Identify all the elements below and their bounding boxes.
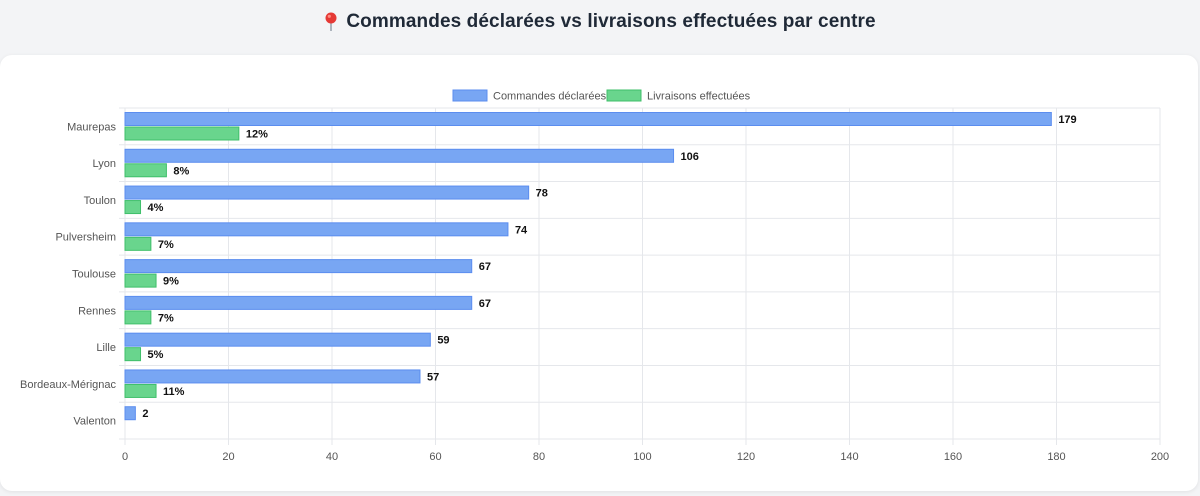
bar-commandes[interactable] xyxy=(124,259,473,274)
bar-livraisons[interactable] xyxy=(124,383,157,398)
data-label: 57 xyxy=(427,371,439,383)
legend-item-commandes[interactable]: Commandes déclarées xyxy=(452,89,607,103)
bar-commandes[interactable] xyxy=(124,222,509,237)
bar-livraisons[interactable] xyxy=(124,163,167,178)
y-category-label: Toulouse xyxy=(72,269,116,281)
grid xyxy=(119,107,1161,445)
data-label: 74 xyxy=(515,224,528,236)
legend-label: Commandes déclarées xyxy=(493,91,607,103)
bar-commandes[interactable] xyxy=(124,185,530,200)
data-label: 7% xyxy=(158,239,174,251)
bar-chart: Commandes déclarées Livraisons effectuées… xyxy=(20,89,1169,463)
y-category-label: Rennes xyxy=(78,305,116,317)
x-tick-label: 20 xyxy=(222,451,234,463)
data-label: 5% xyxy=(148,349,164,361)
legend-swatch xyxy=(606,89,642,102)
data-label: 4% xyxy=(148,202,164,214)
bar-livraisons[interactable] xyxy=(124,126,240,141)
x-axis-ticks: 0 20 40 60 80 100 120 140 160 180 200 xyxy=(122,451,1169,463)
data-label: 59 xyxy=(437,335,449,347)
y-category-label: Bordeaux-Mérignac xyxy=(20,379,116,391)
bar-commandes[interactable] xyxy=(124,112,1052,126)
data-label: 2 xyxy=(142,408,148,420)
y-category-label: Toulon xyxy=(84,195,116,207)
bar-livraisons[interactable] xyxy=(124,347,142,362)
x-tick-label: 60 xyxy=(429,451,441,463)
x-tick-label: 160 xyxy=(944,451,962,463)
data-label: 8% xyxy=(173,165,189,177)
chart-card: Commandes déclarées Livraisons effectuées… xyxy=(0,55,1198,491)
y-category-label: Lyon xyxy=(93,158,116,170)
x-tick-label: 120 xyxy=(737,451,755,463)
data-label: 67 xyxy=(479,261,491,273)
page-header: Commandes déclarées vs livraisons effect… xyxy=(0,0,1200,44)
bar-commandes[interactable] xyxy=(124,406,136,421)
page-title: Commandes déclarées vs livraisons effect… xyxy=(346,11,876,32)
data-label: 106 xyxy=(681,151,699,163)
bar-commandes[interactable] xyxy=(124,369,421,384)
legend-item-livraisons[interactable]: Livraisons effectuées xyxy=(606,89,751,103)
bars xyxy=(124,112,1052,421)
bar-commandes[interactable] xyxy=(124,332,431,347)
data-label: 7% xyxy=(158,312,174,324)
x-tick-label: 100 xyxy=(633,451,651,463)
bar-livraisons[interactable] xyxy=(124,273,157,288)
x-tick-label: 140 xyxy=(840,451,858,463)
bar-livraisons[interactable] xyxy=(124,310,152,325)
x-tick-label: 80 xyxy=(533,451,545,463)
data-label: 12% xyxy=(246,129,268,141)
x-tick-label: 180 xyxy=(1047,451,1065,463)
x-tick-label: 40 xyxy=(326,451,338,463)
x-tick-label: 0 xyxy=(122,451,128,463)
legend[interactable]: Commandes déclarées Livraisons effectuées xyxy=(452,89,751,103)
data-label: 9% xyxy=(163,276,179,288)
data-label: 11% xyxy=(163,386,185,398)
bar-commandes[interactable] xyxy=(124,295,473,310)
data-label: 67 xyxy=(479,298,491,310)
data-label: 179 xyxy=(1058,114,1076,126)
legend-swatch xyxy=(452,89,488,102)
legend-label: Livraisons effectuées xyxy=(647,91,751,103)
y-axis-labels: Maurepas Lyon Toulon Pulversheim Toulouse Ren… xyxy=(20,121,116,427)
y-category-label: Lille xyxy=(96,342,116,354)
y-category-label: Valenton xyxy=(73,416,116,428)
data-labels: 179 106 78 74 67 67 59 57 2 12% 8% 4% 7% 9% 7% 5% 11% xyxy=(142,114,1076,420)
data-label: 78 xyxy=(536,188,548,200)
bar-livraisons[interactable] xyxy=(124,236,152,251)
bar-livraisons[interactable] xyxy=(124,200,142,215)
map-pin-icon xyxy=(324,12,338,32)
bar-commandes[interactable] xyxy=(124,148,675,163)
y-category-label: Pulversheim xyxy=(55,232,116,244)
y-category-label: Maurepas xyxy=(67,121,116,133)
x-tick-label: 200 xyxy=(1151,451,1169,463)
